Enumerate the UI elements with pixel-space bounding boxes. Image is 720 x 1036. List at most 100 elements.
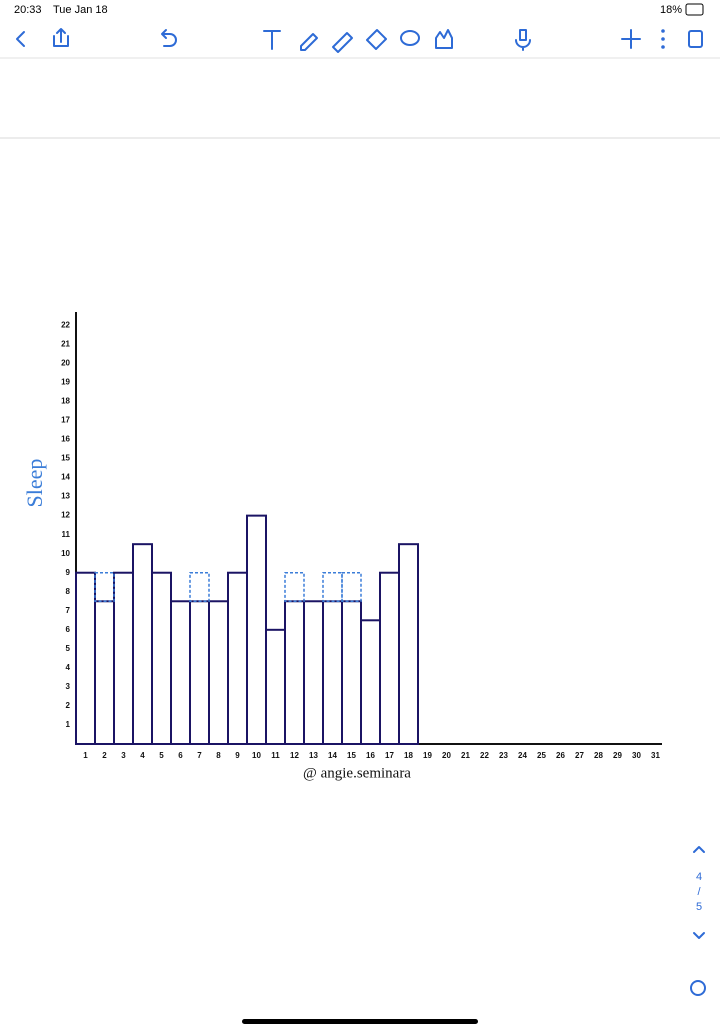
x-tick-label: 21 — [461, 751, 470, 760]
bar — [341, 571, 362, 603]
bar — [132, 543, 153, 745]
bar — [360, 619, 381, 745]
next-page[interactable] — [693, 932, 705, 939]
bar — [151, 571, 172, 745]
x-tick-label: 29 — [613, 751, 622, 760]
x-tick-label: 26 — [556, 751, 565, 760]
status-date: Tue Jan 18 — [53, 4, 108, 16]
prev-page[interactable] — [693, 846, 705, 853]
caption: @ angie.seminara — [303, 765, 411, 781]
x-tick-label: 17 — [385, 751, 394, 760]
bar — [189, 571, 210, 603]
y-tick-label: 8 — [66, 587, 71, 596]
lasso-tool[interactable] — [400, 30, 420, 46]
status-time: 20:33 — [14, 4, 42, 16]
x-tick-label: 16 — [366, 751, 375, 760]
zoom-button[interactable] — [690, 980, 706, 996]
x-tick-label: 8 — [216, 751, 221, 760]
more-button[interactable] — [661, 29, 665, 49]
bar — [284, 600, 305, 746]
y-tick-label: 19 — [61, 378, 70, 387]
text-tool[interactable] — [263, 30, 281, 50]
y-tick-label: 3 — [66, 682, 71, 691]
x-tick-label: 2 — [102, 751, 107, 760]
y-tick-label: 16 — [61, 435, 70, 444]
x-tick-label: 15 — [347, 751, 356, 760]
x-tick-label: 18 — [404, 751, 413, 760]
bar — [284, 571, 305, 603]
y-tick-label: 15 — [61, 454, 70, 463]
y-tick-label: 5 — [66, 644, 71, 653]
x-tick-label: 6 — [178, 751, 183, 760]
bar — [398, 543, 419, 745]
x-tick-label: 3 — [121, 751, 126, 760]
y-tick-label: 11 — [62, 530, 71, 539]
total-pages: 5 — [696, 901, 702, 913]
chart: Sleep @ angie.seminara 12345678910111213… — [22, 312, 662, 781]
back-button[interactable] — [16, 31, 25, 47]
bar — [113, 571, 134, 745]
bar — [303, 600, 324, 746]
eraser-tool[interactable] — [366, 29, 387, 50]
bar — [265, 628, 286, 746]
bar — [322, 571, 343, 603]
x-tick-label: 24 — [518, 751, 527, 760]
battery-level: 18% — [660, 4, 682, 16]
x-tick-label: 10 — [252, 751, 261, 760]
home-indicator — [242, 1019, 478, 1024]
x-tick-label: 22 — [480, 751, 489, 760]
y-tick-label: 18 — [61, 397, 70, 406]
x-tick-label: 28 — [594, 751, 603, 760]
y-tick-label: 14 — [61, 473, 70, 482]
y-tick-label: 12 — [61, 511, 70, 520]
pen-tool[interactable] — [300, 33, 318, 51]
x-tick-label: 12 — [290, 751, 299, 760]
add-button[interactable] — [621, 29, 641, 49]
bar — [170, 600, 191, 746]
x-tick-label: 27 — [575, 751, 584, 760]
bar — [94, 600, 115, 746]
x-tick-label: 30 — [632, 751, 641, 760]
x-tick-label: 19 — [423, 751, 432, 760]
bar — [208, 600, 229, 746]
x-tick-label: 4 — [140, 751, 145, 760]
y-tick-label: 4 — [66, 663, 71, 672]
bar — [227, 571, 248, 745]
y-tick-label: 1 — [66, 720, 71, 729]
y-tick-label: 21 — [61, 339, 70, 348]
bar — [341, 600, 362, 746]
highlighter-tool[interactable] — [332, 32, 353, 53]
mic-button[interactable] — [515, 29, 531, 51]
bar — [189, 600, 210, 746]
image-tool[interactable] — [435, 29, 453, 49]
y-tick-label: 20 — [61, 358, 70, 367]
battery-icon — [685, 3, 704, 16]
x-tick-label: 5 — [159, 751, 164, 760]
x-tick-label: 13 — [309, 751, 318, 760]
bar — [322, 600, 343, 746]
y-tick-label: 6 — [66, 625, 71, 634]
x-tick-label: 1 — [83, 751, 88, 760]
bar — [75, 571, 96, 745]
bar — [246, 514, 267, 745]
bar — [94, 571, 115, 603]
y-tick-label: 2 — [66, 701, 71, 710]
current-page: 4 — [696, 871, 702, 883]
y-tick-label: 9 — [66, 568, 71, 577]
x-tick-label: 14 — [328, 751, 337, 760]
page-separator: / — [697, 886, 701, 898]
x-tick-label: 31 — [651, 751, 660, 760]
x-tick-label: 23 — [499, 751, 508, 760]
bar — [379, 571, 400, 745]
pages-button[interactable] — [688, 30, 703, 48]
undo-button[interactable] — [161, 29, 177, 47]
y-tick-label: 17 — [61, 416, 70, 425]
x-tick-label: 25 — [537, 751, 546, 760]
share-button[interactable] — [53, 28, 69, 47]
x-tick-label: 11 — [271, 751, 280, 760]
y-axis-label: Sleep — [22, 459, 47, 508]
y-tick-label: 10 — [61, 549, 70, 558]
x-tick-label: 9 — [235, 751, 240, 760]
